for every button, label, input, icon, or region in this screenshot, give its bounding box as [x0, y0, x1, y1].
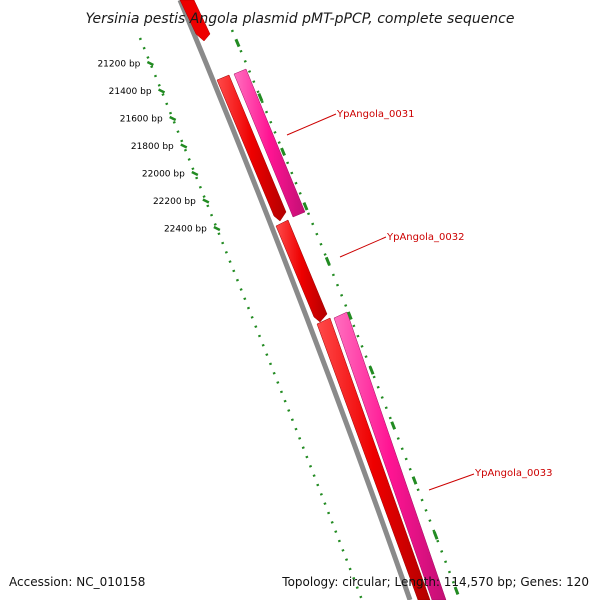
label-line-ypangola-0033 — [428, 473, 475, 491]
map-title: Yersinia pestis Angola plasmid pMT-pPCP,… — [85, 11, 514, 27]
label-ypangola-0033[interactable]: YpAngola_0033 — [474, 468, 552, 479]
plasmid-backbone — [177, 0, 413, 600]
tick-label-21800: 21800 bp — [131, 142, 174, 152]
summary-label: Topology: circular; Length: 114,570 bp; … — [281, 575, 589, 589]
cds-ypangola-0031 — [216, 74, 287, 222]
tick-label-22000: 22000 bp — [142, 170, 185, 180]
tick-label-21600: 21600 bp — [120, 115, 163, 125]
inner-tick-ring — [138, 37, 364, 600]
label-line-ypangola-0032 — [339, 236, 387, 258]
gene-ypangola-0031 — [233, 68, 306, 218]
tick-mark-21200 — [146, 60, 154, 67]
label-line-ypangola-0031 — [286, 113, 337, 136]
tick-label-22200: 22200 bp — [153, 197, 196, 207]
label-ypangola-0031[interactable]: YpAngola_0031 — [336, 109, 414, 120]
tick-label-21200: 21200 bp — [97, 60, 140, 70]
cds-ypangola-0032 — [275, 219, 328, 323]
tick-mark-21400 — [157, 88, 166, 94]
tick-label-21400: 21400 bp — [109, 87, 152, 97]
gene-ypangola-0033 — [333, 311, 447, 600]
tick-mark-21600 — [169, 115, 177, 122]
tick-mark-22200 — [202, 198, 210, 204]
tick-mark-21800 — [180, 143, 188, 149]
cds-ypangola-0033 — [316, 317, 431, 600]
tick-mark-22000 — [191, 170, 199, 177]
tick-label-22400: 22400 bp — [164, 225, 207, 235]
tick-mark-22400 — [213, 225, 221, 232]
label-ypangola-0032[interactable]: YpAngola_0032 — [386, 232, 464, 243]
accession-label: Accession: NC_010158 — [9, 575, 145, 589]
feature-top-partial — [179, 0, 211, 42]
outer-tick-ring — [230, 29, 462, 600]
outer-major-ticks — [230, 29, 462, 600]
